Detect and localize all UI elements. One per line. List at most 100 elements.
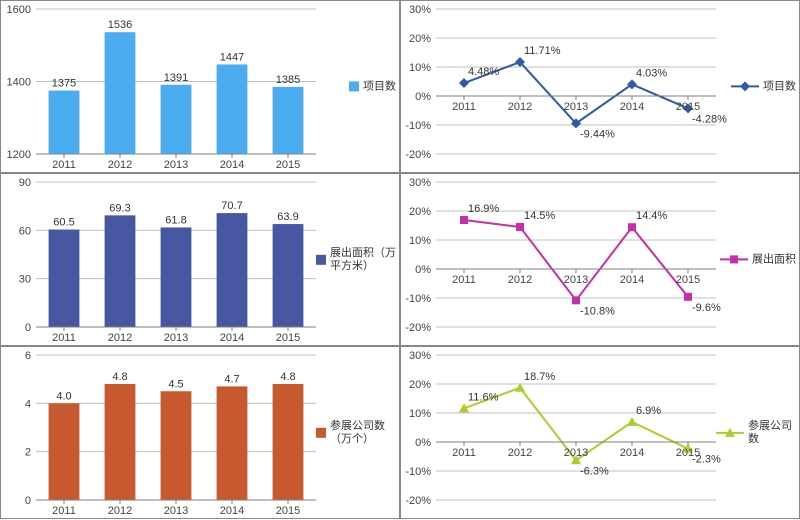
svg-text:2012: 2012 xyxy=(508,101,532,113)
svg-text:4.03%: 4.03% xyxy=(636,67,667,79)
legend-swatch xyxy=(316,428,326,438)
svg-text:30%: 30% xyxy=(409,350,431,362)
svg-text:0%: 0% xyxy=(415,264,431,276)
svg-text:20%: 20% xyxy=(409,33,431,45)
legend-label: 展出面积 xyxy=(752,253,796,266)
legend: 项目数 xyxy=(349,80,396,93)
legend-swatch xyxy=(316,255,326,265)
svg-text:1536: 1536 xyxy=(108,19,132,31)
legend: 展出面积 xyxy=(720,253,796,266)
svg-text:1375: 1375 xyxy=(52,78,76,90)
svg-text:2012: 2012 xyxy=(108,332,132,344)
svg-text:61.8: 61.8 xyxy=(165,214,186,226)
svg-text:-6.3%: -6.3% xyxy=(580,465,609,477)
svg-text:-10.8%: -10.8% xyxy=(580,305,615,317)
svg-text:2013: 2013 xyxy=(564,274,588,286)
svg-text:2012: 2012 xyxy=(508,447,532,459)
panel-bar-projects: 1200140016001375201115362012139120131447… xyxy=(0,0,400,173)
svg-text:2014: 2014 xyxy=(220,505,244,517)
svg-text:2015: 2015 xyxy=(276,332,300,344)
panel-line-exhibitors: -20%-10%0%10%20%30%11.6%201118.7%2012-6.… xyxy=(400,346,800,519)
svg-text:1200: 1200 xyxy=(7,149,31,161)
legend-swatch xyxy=(349,82,359,92)
svg-text:2012: 2012 xyxy=(108,505,132,517)
svg-text:0: 0 xyxy=(25,495,31,507)
dashboard-grid: 1200140016001375201115362012139120131447… xyxy=(0,0,800,519)
svg-text:2015: 2015 xyxy=(276,505,300,517)
svg-text:16.9%: 16.9% xyxy=(468,203,499,215)
svg-text:1600: 1600 xyxy=(7,4,31,16)
legend-label: 项目数 xyxy=(763,80,796,93)
svg-text:6.9%: 6.9% xyxy=(636,405,661,417)
svg-text:4.5: 4.5 xyxy=(168,378,183,390)
svg-text:4.8: 4.8 xyxy=(280,371,295,383)
legend-label: 参展公司数 xyxy=(748,419,796,445)
svg-text:2015: 2015 xyxy=(676,447,700,459)
svg-text:30: 30 xyxy=(19,274,31,286)
legend-marker xyxy=(720,254,748,266)
svg-text:4.0: 4.0 xyxy=(56,390,71,402)
legend: 项目数 xyxy=(731,80,796,93)
svg-text:10%: 10% xyxy=(409,408,431,420)
svg-text:2011: 2011 xyxy=(452,274,476,286)
svg-text:1447: 1447 xyxy=(220,51,244,63)
svg-text:-10%: -10% xyxy=(405,293,431,305)
svg-text:2014: 2014 xyxy=(220,159,244,171)
svg-text:-20%: -20% xyxy=(405,495,431,507)
svg-text:4: 4 xyxy=(25,398,31,410)
svg-text:14.4%: 14.4% xyxy=(636,210,667,222)
legend-label: 参展公司数（万个） xyxy=(330,419,396,445)
svg-text:2011: 2011 xyxy=(52,332,76,344)
svg-text:69.3: 69.3 xyxy=(109,202,130,214)
svg-text:0%: 0% xyxy=(415,91,431,103)
svg-text:60: 60 xyxy=(19,225,31,237)
svg-text:2014: 2014 xyxy=(620,101,644,113)
svg-text:2015: 2015 xyxy=(676,274,700,286)
svg-text:-10%: -10% xyxy=(405,120,431,132)
svg-text:70.7: 70.7 xyxy=(221,200,242,212)
svg-text:0: 0 xyxy=(25,322,31,334)
legend: 参展公司数 xyxy=(716,419,796,445)
svg-text:60.5: 60.5 xyxy=(53,217,74,229)
legend: 参展公司数（万个） xyxy=(316,419,396,445)
svg-text:2015: 2015 xyxy=(276,159,300,171)
svg-text:10%: 10% xyxy=(409,235,431,247)
svg-text:10%: 10% xyxy=(409,62,431,74)
svg-text:2012: 2012 xyxy=(108,159,132,171)
svg-text:2013: 2013 xyxy=(164,332,188,344)
svg-text:2014: 2014 xyxy=(620,274,644,286)
svg-text:90: 90 xyxy=(19,177,31,189)
svg-text:-20%: -20% xyxy=(405,322,431,334)
svg-text:11.6%: 11.6% xyxy=(468,391,499,403)
panel-line-projects: -20%-10%0%10%20%30%4.48%201111.71%2012-9… xyxy=(400,0,800,173)
svg-text:2014: 2014 xyxy=(220,332,244,344)
svg-text:0%: 0% xyxy=(415,437,431,449)
svg-text:2015: 2015 xyxy=(676,101,700,113)
svg-text:2013: 2013 xyxy=(564,447,588,459)
legend-label: 项目数 xyxy=(363,80,396,93)
legend: 展出面积（万平方米） xyxy=(316,246,396,272)
panel-bar-exhibitors: 02464.020114.820124.520134.720144.82015 … xyxy=(0,346,400,519)
svg-text:1385: 1385 xyxy=(276,74,300,86)
panel-bar-area: 0 30 60 90 60.5 2011 69.3 2012 61.8 2013 70.7 2014 6… xyxy=(0,173,400,346)
svg-text:20%: 20% xyxy=(409,379,431,391)
svg-text:2011: 2011 xyxy=(52,505,76,517)
svg-text:30%: 30% xyxy=(409,4,431,16)
svg-text:6: 6 xyxy=(25,350,31,362)
svg-text:2013: 2013 xyxy=(164,159,188,171)
svg-text:2011: 2011 xyxy=(452,447,476,459)
svg-text:4.7: 4.7 xyxy=(224,373,239,385)
svg-text:2013: 2013 xyxy=(564,101,588,113)
svg-text:11.71%: 11.71% xyxy=(524,45,561,57)
svg-text:-9.44%: -9.44% xyxy=(580,128,615,140)
svg-text:2011: 2011 xyxy=(452,101,476,113)
svg-text:2011: 2011 xyxy=(52,159,76,171)
svg-text:4.48%: 4.48% xyxy=(468,66,499,78)
svg-text:1391: 1391 xyxy=(164,72,188,84)
legend-label: 展出面积（万平方米） xyxy=(330,246,396,272)
svg-text:-4.28%: -4.28% xyxy=(692,113,727,125)
svg-text:2014: 2014 xyxy=(620,447,644,459)
svg-text:2: 2 xyxy=(25,447,31,459)
svg-text:63.9: 63.9 xyxy=(277,211,298,223)
svg-text:14.5%: 14.5% xyxy=(524,210,555,222)
